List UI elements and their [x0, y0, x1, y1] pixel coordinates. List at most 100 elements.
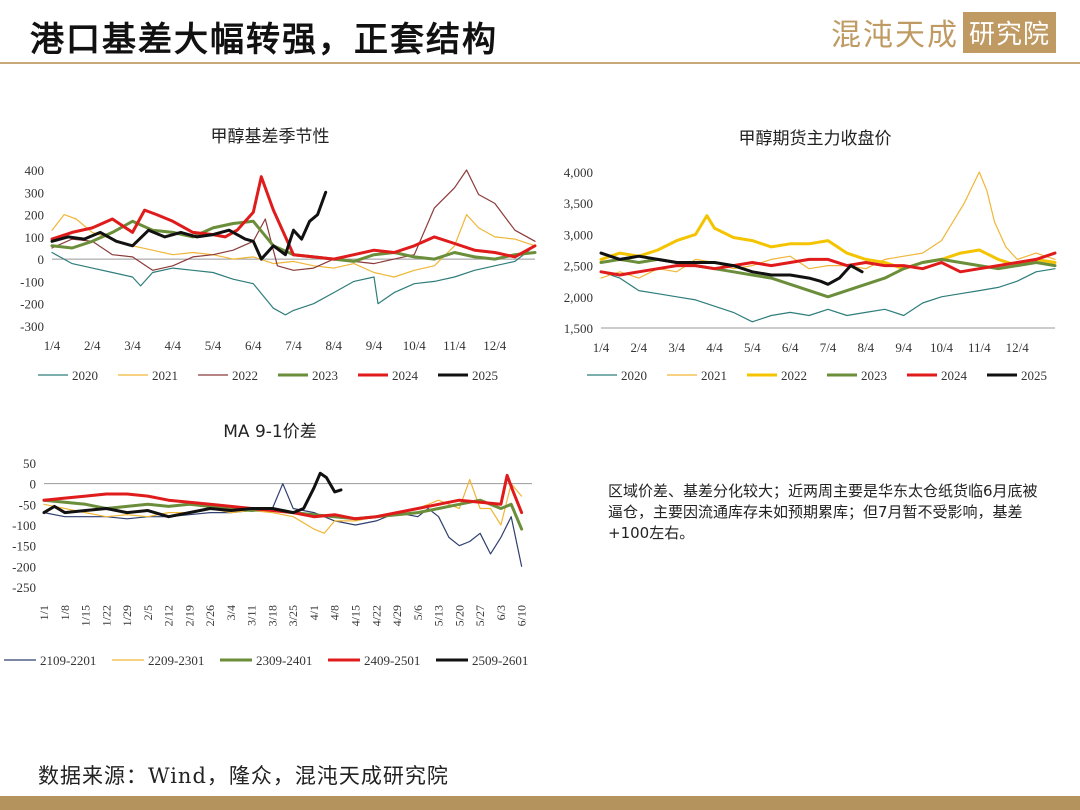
- legend-label: 2021: [701, 368, 727, 383]
- y-tick-label: 0: [30, 477, 37, 492]
- y-tick-label: -100: [12, 518, 36, 533]
- x-tick-label: 4/15: [348, 605, 362, 626]
- y-tick-label: -50: [19, 497, 36, 512]
- x-tick-label: 5/4: [205, 338, 222, 353]
- legend-label: 2309-2401: [256, 653, 312, 668]
- x-tick-label: 1/4: [44, 338, 61, 353]
- x-tick-label: 4/4: [164, 338, 181, 353]
- legend-label: 2022: [232, 368, 258, 383]
- x-tick-label: 4/4: [706, 340, 723, 355]
- x-tick-label: 9/4: [895, 340, 912, 355]
- x-tick-label: 6/10: [515, 605, 529, 626]
- legend-label: 2509-2601: [472, 653, 528, 668]
- legend-label: 2209-2301: [148, 653, 204, 668]
- x-tick-label: 7/4: [285, 338, 302, 353]
- y-tick-label: 4,000: [564, 165, 593, 180]
- x-tick-label: 11/4: [968, 340, 991, 355]
- data-source: 数据来源：Wind，隆众，混沌天成研究院: [38, 764, 449, 788]
- legend-label: 2024: [392, 368, 419, 383]
- series-line-2025: [50, 190, 328, 261]
- y-tick-label: 1,500: [564, 321, 593, 336]
- x-tick-label: 5/4: [744, 340, 761, 355]
- x-tick-label: 3/25: [286, 605, 300, 626]
- y-tick-label: -150: [12, 539, 36, 554]
- series-line-2020: [600, 268, 1056, 323]
- legend-label: 2025: [1021, 368, 1047, 383]
- series-line-2109-2201: [43, 483, 523, 567]
- series-line-2024: [50, 175, 537, 261]
- legend-label: 2109-2201: [40, 653, 96, 668]
- y-tick-label: -100: [20, 274, 44, 289]
- futures-close-chart: 甲醇期货主力收盘价4,0003,5003,0002,5002,0001,5001…: [564, 129, 1057, 383]
- x-tick-label: 2/4: [84, 338, 101, 353]
- x-tick-label: 2/19: [182, 605, 196, 626]
- y-tick-label: -200: [20, 297, 44, 312]
- x-tick-label: 1/8: [58, 605, 72, 620]
- x-tick-label: 4/8: [328, 605, 342, 620]
- x-tick-label: 6/3: [494, 605, 508, 620]
- chart-title: 甲醇期货主力收盘价: [739, 129, 892, 149]
- x-tick-label: 3/11: [245, 605, 259, 626]
- y-tick-label: 2,500: [564, 259, 593, 274]
- x-tick-label: 6/4: [245, 338, 262, 353]
- x-tick-label: 5/6: [411, 605, 425, 620]
- company-logo: 混沌天成 研究院: [830, 11, 1056, 53]
- x-tick-label: 2/4: [631, 340, 648, 355]
- y-tick-label: 100: [25, 230, 45, 245]
- y-tick-label: 200: [25, 208, 45, 223]
- x-tick-label: 8/4: [858, 340, 875, 355]
- x-tick-label: 5/27: [473, 605, 487, 626]
- y-tick-label: 50: [23, 456, 36, 471]
- x-tick-label: 8/4: [325, 338, 342, 353]
- logo-text: 混沌天成: [830, 18, 959, 53]
- footer-bar: [0, 796, 1080, 810]
- series-line-2025: [599, 251, 864, 286]
- legend-label: 2023: [861, 368, 887, 383]
- x-tick-label: 1/1: [37, 605, 51, 620]
- x-tick-label: 3/4: [224, 605, 238, 620]
- y-tick-label: 300: [25, 185, 45, 200]
- analysis-note: 区域价差、基差分化较大；近两周主要是华东太仓纸货临6月底被逼仓，主要因流通库存未…: [608, 482, 1038, 542]
- logo-boxed-text: 研究院: [962, 11, 1056, 53]
- legend-label: 2022: [781, 368, 807, 383]
- x-tick-label: 12/4: [483, 338, 507, 353]
- x-tick-label: 4/22: [369, 605, 383, 626]
- x-tick-label: 1/15: [79, 605, 93, 626]
- y-tick-label: 3,000: [564, 227, 593, 242]
- series-line-2022: [51, 169, 536, 271]
- x-tick-label: 6/4: [782, 340, 799, 355]
- header-divider: [0, 62, 1080, 64]
- series-line-2022: [599, 214, 1057, 271]
- y-tick-label: 0: [38, 252, 45, 267]
- series-line-2509-2601: [42, 471, 343, 519]
- x-tick-label: 11/4: [443, 338, 466, 353]
- chart-title: MA 9-1价差: [223, 422, 316, 442]
- legend-label: 2024: [941, 368, 968, 383]
- legend-label: 2023: [312, 368, 338, 383]
- ma-spread-chart: MA 9-1价差 50 0 -50 -100 -150 -200 -2501/1 1/8 1/15…: [4, 422, 532, 668]
- legend-label: 2020: [621, 368, 647, 383]
- x-tick-label: 2/26: [203, 605, 217, 626]
- x-tick-label: 4/1: [307, 605, 321, 620]
- chart-title: 甲醇基差季节性: [211, 127, 330, 147]
- series-line-2409-2501: [42, 473, 524, 521]
- series-line-2024: [599, 251, 1057, 277]
- x-tick-label: 7/4: [820, 340, 837, 355]
- legend-label: 2020: [72, 368, 98, 383]
- y-tick-label: -250: [12, 580, 36, 595]
- x-tick-label: 3/18: [265, 605, 279, 626]
- x-tick-label: 2/5: [141, 605, 155, 620]
- x-tick-label: 1/22: [99, 605, 113, 626]
- x-tick-label: 5/20: [452, 605, 466, 626]
- x-tick-label: 4/29: [390, 605, 404, 626]
- x-tick-label: 12/4: [1006, 340, 1030, 355]
- slide-title: 港口基差大幅转强，正套结构: [30, 20, 498, 60]
- x-tick-label: 1/4: [593, 340, 610, 355]
- y-tick-label: 3,500: [564, 196, 593, 211]
- x-tick-label: 10/4: [403, 338, 427, 353]
- legend-label: 2409-2501: [364, 653, 420, 668]
- x-tick-label: 9/4: [366, 338, 383, 353]
- y-tick-label: -200: [12, 559, 36, 574]
- x-tick-label: 10/4: [930, 340, 954, 355]
